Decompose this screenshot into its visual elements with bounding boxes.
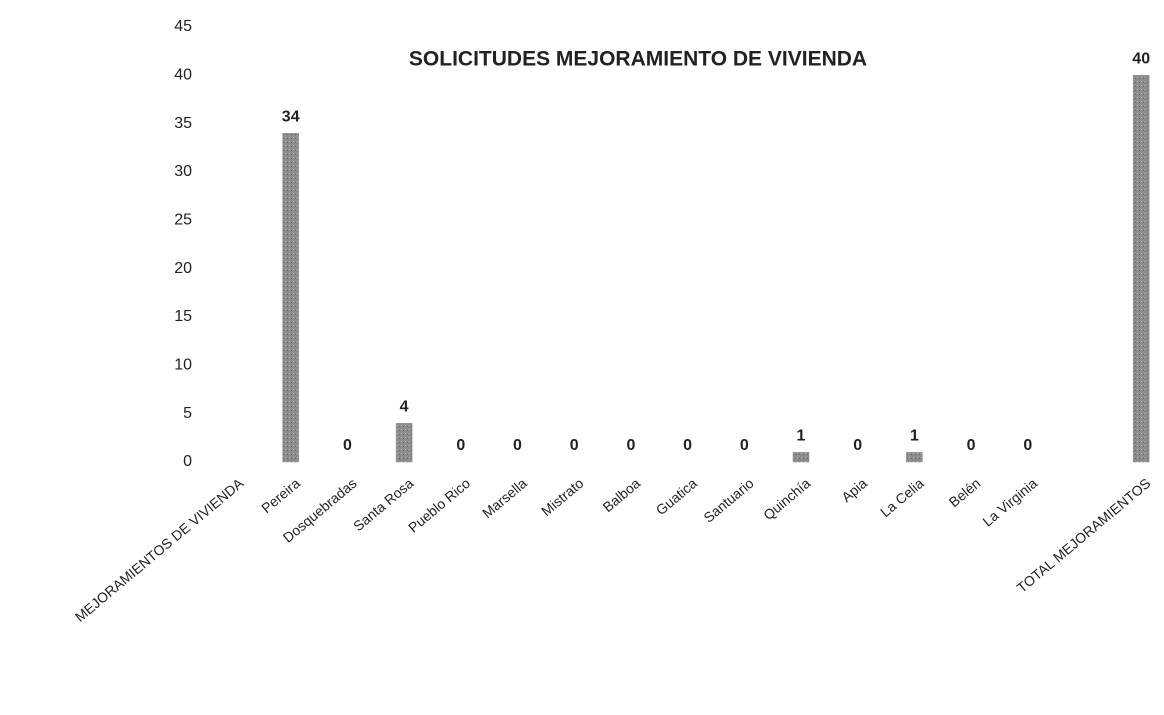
y-tick-label: 15: [174, 308, 192, 325]
bar: [282, 133, 299, 463]
x-tick-label: La Virginia: [979, 475, 1040, 530]
x-tick-label: Mistrato: [538, 475, 587, 519]
x-tick-label: MEJORAMIENTOS DE VIVIENDA: [72, 474, 247, 625]
y-tick-label: 30: [174, 163, 192, 180]
x-tick-label: Pueblo Rico: [405, 475, 473, 536]
value-label: 1: [910, 428, 919, 445]
value-label: 0: [853, 437, 862, 454]
value-label: 0: [683, 437, 692, 454]
chart-title: SOLICITUDES MEJORAMIENTO DE VIVIENDA: [409, 48, 867, 71]
bar: [792, 452, 810, 463]
x-tick-label: Belén: [946, 475, 984, 510]
y-tick-label: 0: [183, 453, 192, 470]
value-label: 0: [513, 437, 522, 454]
y-tick-label: 20: [174, 260, 192, 277]
x-tick-label: Guatica: [653, 475, 700, 518]
x-tick-label: Marsella: [479, 475, 530, 521]
value-label: 0: [626, 437, 635, 454]
y-tick-label: 5: [183, 405, 192, 422]
value-label: 0: [456, 437, 465, 454]
value-label: 0: [967, 437, 976, 454]
value-label: 0: [570, 437, 579, 454]
y-tick-label: 40: [174, 67, 192, 84]
value-label: 0: [740, 437, 749, 454]
value-label: 40: [1132, 51, 1150, 68]
x-tick-label: Apia: [838, 475, 870, 505]
x-tick-label: Quinchía: [760, 475, 813, 523]
bar: [395, 423, 413, 463]
x-tick-label: La Celia: [877, 475, 927, 520]
value-label: 0: [343, 437, 352, 454]
value-label: 0: [1023, 437, 1032, 454]
x-tick-label: Pereira: [258, 475, 303, 516]
bar: [1132, 75, 1150, 463]
x-tick-label: TOTAL MEJORAMIENTOS: [1014, 475, 1154, 596]
bar: [906, 452, 923, 463]
y-tick-label: 45: [174, 18, 192, 35]
value-label: 1: [797, 428, 806, 445]
y-tick-label: 25: [174, 212, 192, 229]
value-label: 34: [282, 109, 300, 126]
x-tick-label: Balboa: [600, 475, 644, 515]
x-tick-label: Santuario: [700, 475, 756, 526]
value-label: 4: [400, 399, 409, 416]
y-tick-label: 10: [174, 357, 192, 374]
y-tick-label: 35: [174, 115, 192, 132]
